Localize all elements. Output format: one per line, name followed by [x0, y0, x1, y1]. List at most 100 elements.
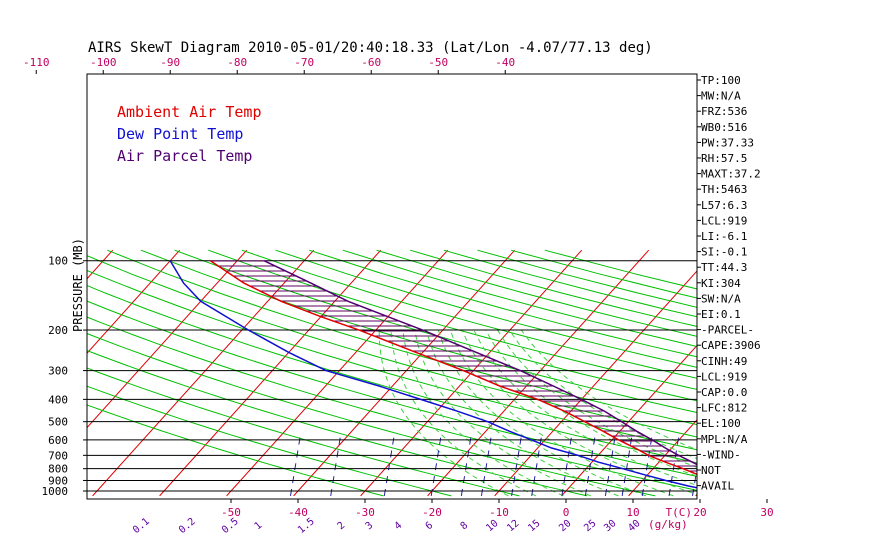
- mixing-ratio-label: 10: [484, 518, 500, 534]
- mixing-ratio-label: 25: [582, 518, 598, 534]
- mixing-ratio-line: [330, 432, 342, 496]
- mixing-ratio-label: 20: [557, 518, 573, 534]
- index-label: TP:100: [701, 74, 741, 87]
- mixing-ratio-label: 1.5: [296, 516, 317, 536]
- dry-adiabat-line: [309, 249, 697, 358]
- index-label: CAPE:3906: [701, 339, 761, 352]
- dry-adiabat-line: [87, 350, 588, 497]
- pressure-tick-label: 200: [48, 324, 68, 337]
- index-label: L57:6.3: [701, 199, 747, 212]
- temp-tick-label: -30: [355, 506, 375, 519]
- mixing-ratio-label: 40: [626, 518, 642, 534]
- mixing-ratio-label: 15: [526, 518, 542, 534]
- profile-lines: [169, 260, 697, 489]
- mixing-ratio-line: [430, 432, 442, 496]
- dry-adiabat-line: [410, 249, 697, 327]
- index-label: -WIND-: [701, 448, 741, 461]
- isotherm-line: [494, 270, 697, 497]
- dry-adiabat-line: [87, 284, 697, 464]
- index-label: WB0:516: [701, 121, 747, 134]
- dry-adiabat-line: [87, 255, 697, 438]
- index-label: FRZ:536: [701, 105, 747, 118]
- isotherm-line: [159, 249, 382, 497]
- pressure-tick-label: 600: [48, 434, 68, 447]
- pressure-tick-label: 400: [48, 393, 68, 406]
- dry-adiabat-line: [376, 249, 697, 337]
- mixing-ratio-label: 4: [393, 520, 405, 532]
- top-temp-tick-label: -60: [361, 56, 381, 69]
- mixing-ratio-line: [561, 432, 573, 496]
- temp-tick-label: 20: [693, 506, 706, 519]
- stability-indices: TP:100 MW:N/A FRZ:536 WB0:516 PW:37.33 RH:57.…: [697, 74, 761, 493]
- temp-tick-label: -10: [489, 506, 509, 519]
- index-label: SI:-0.1: [701, 246, 747, 259]
- mixing-ratio-label: 2: [336, 520, 348, 532]
- mixing-ratio-label: 0.2: [177, 516, 198, 536]
- moist-adiabat-line: [449, 329, 674, 497]
- moist-adiabat-line: [414, 329, 592, 497]
- legend-entry: Ambient Air Temp: [117, 103, 262, 121]
- dewpoint-temp-line: [169, 260, 697, 489]
- dry-adiabat-line: [87, 269, 697, 451]
- moist-adiabat-line: [426, 329, 619, 497]
- chart-title: AIRS SkewT Diagram 2010-05-01/20:40:18.3…: [88, 40, 653, 56]
- mixing-ratio-label: 3: [364, 520, 376, 532]
- mixing-ratio-line: [531, 432, 543, 496]
- index-label: MPL:N/A: [701, 433, 748, 446]
- isotherm-line: [87, 249, 248, 429]
- mixing-ratio-line: [511, 432, 523, 496]
- dry-adiabat-line: [140, 249, 697, 413]
- dry-adiabat-line: [174, 249, 697, 402]
- index-label: LFC:812: [701, 402, 747, 415]
- mixing-ratio-label: 0.5: [220, 516, 241, 536]
- temp-tick-label: -20: [422, 506, 442, 519]
- moist-adiabat-line: [485, 329, 697, 477]
- mixing-ratio-label: 6: [424, 520, 436, 532]
- dry-adiabat-line: [275, 249, 697, 368]
- top-temp-tick-label: -50: [428, 56, 448, 69]
- legend: Ambient Air Temp Dew Point Temp Air Parcel…: [117, 103, 262, 165]
- dry-adiabat-line: [87, 316, 697, 491]
- ambient-temp-line: [209, 260, 697, 476]
- mixing-ratio-line: [460, 432, 473, 496]
- moist-adiabat-line: [461, 329, 697, 496]
- temp-unit-label: T(C): [666, 506, 693, 519]
- mixing-ratio-line: [481, 432, 493, 496]
- pressure-tick-label: 800: [48, 463, 68, 476]
- dry-adiabat-line: [87, 404, 384, 497]
- mixing-ratio-unit-label: (g/kg): [648, 518, 688, 531]
- dry-adiabat-line: [241, 249, 697, 379]
- legend-entry: Air Parcel Temp: [117, 147, 252, 165]
- index-label: CAP:0.0: [701, 386, 747, 399]
- mixing-ratio-line: [641, 432, 653, 496]
- index-label: LCL:919: [701, 370, 747, 383]
- moist-adiabat-line: [473, 329, 697, 486]
- mixing-ratio-label: 0.1: [131, 516, 152, 536]
- mixing-ratio-line: [604, 432, 617, 496]
- cape-hatching: [210, 260, 697, 472]
- pressure-tick-label: 900: [48, 474, 68, 487]
- moist-adiabat-line: [390, 330, 537, 497]
- mixing-ratio-line: [668, 432, 680, 496]
- index-label: MW:N/A: [701, 90, 741, 103]
- mixing-ratio-label: 12: [505, 518, 521, 534]
- index-label: LI:-6.1: [701, 230, 747, 243]
- parcel-temp-line: [263, 260, 697, 466]
- index-label: TT:44.3: [701, 261, 747, 274]
- index-label: SW:N/A: [701, 292, 741, 305]
- pressure-tick-label: 700: [48, 449, 68, 462]
- index-label: NOT: [701, 464, 721, 477]
- legend-entry: Dew Point Temp: [117, 125, 243, 143]
- isotherm-line: [0, 250, 46, 496]
- mixing-ratio-line: [290, 432, 302, 496]
- isotherm-line: [226, 249, 449, 497]
- index-label: LCL:919: [701, 214, 747, 227]
- temp-tick-label: 0: [563, 506, 570, 519]
- index-label: TH:5463: [701, 183, 747, 196]
- pressure-tick-label: 1000: [42, 485, 69, 498]
- index-label: EL:100: [701, 417, 741, 430]
- top-temp-tick-label: -100: [90, 56, 117, 69]
- pressure-tick-label: 300: [48, 365, 68, 378]
- index-label: RH:57.5: [701, 152, 747, 165]
